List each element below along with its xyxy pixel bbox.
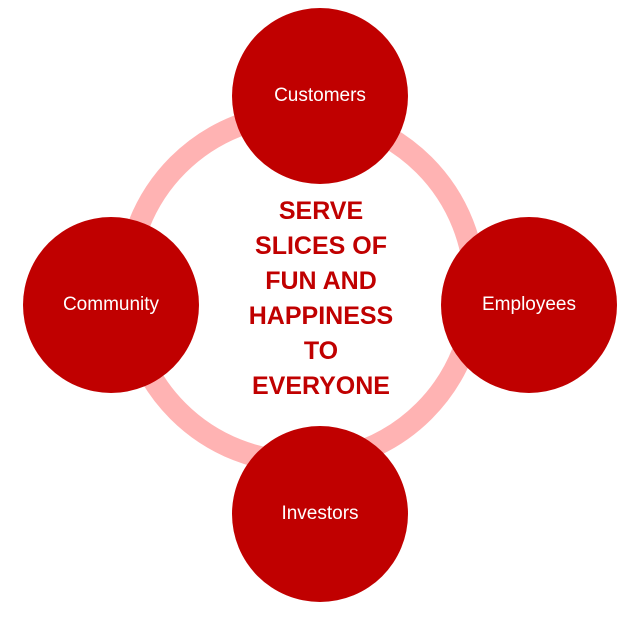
central-message-line-6: EVERYONE xyxy=(251,372,390,400)
node-community: Community xyxy=(23,217,199,393)
central-message-line-2: SLICES OF xyxy=(255,232,387,260)
central-message: SERVE SLICES OF FUN AND HAPPINESS TO EVE… xyxy=(206,194,436,404)
node-customers-label: Customers xyxy=(274,85,366,106)
node-employees-label: Employees xyxy=(482,294,576,315)
node-community-label: Community xyxy=(62,294,160,315)
central-message-line-1: SERVE xyxy=(278,197,364,225)
node-investors: Investors xyxy=(232,426,408,602)
node-employees: Employees xyxy=(441,217,617,393)
central-message-line-3: FUN AND xyxy=(265,267,377,295)
node-investors-label: Investors xyxy=(281,503,359,524)
central-message-line-5: TO xyxy=(303,337,339,365)
node-customers: Customers xyxy=(232,8,408,184)
central-message-line-4: HAPPINESS xyxy=(248,302,394,330)
